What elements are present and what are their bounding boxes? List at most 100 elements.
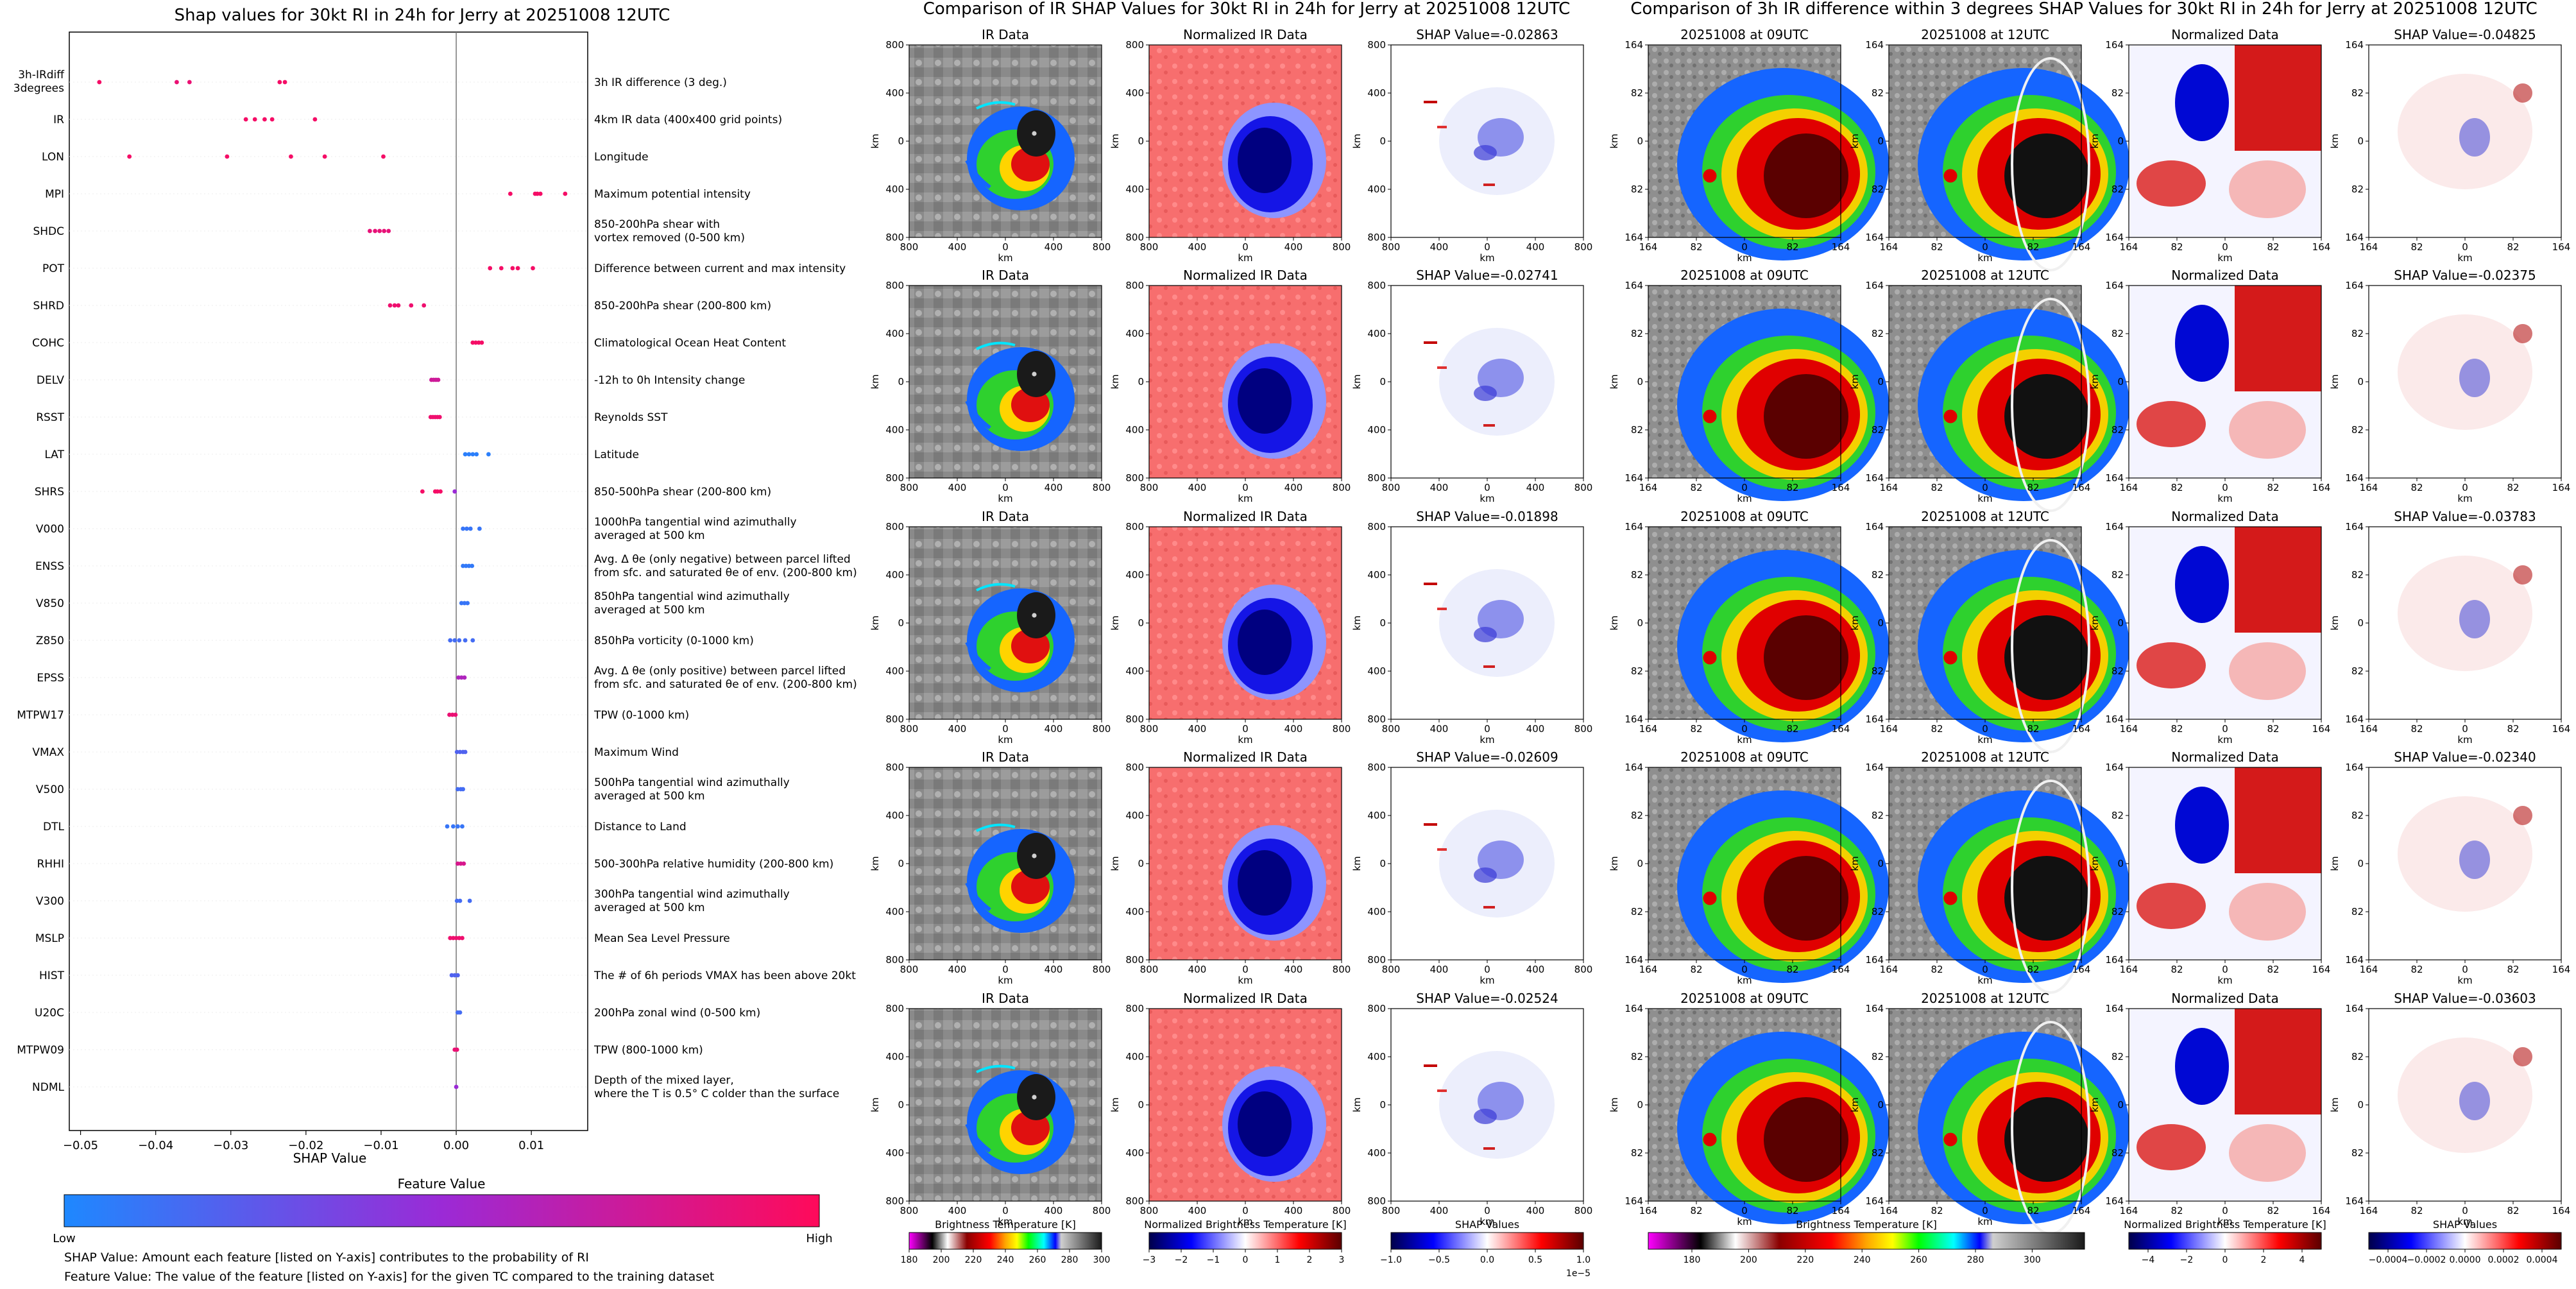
y-tick-label: 164 [1625,713,1643,725]
x-tick-label: 164 [2120,1205,2138,1216]
colorbar-tick-label: 2 [2261,1255,2267,1265]
feature-name-label: EPSS [37,672,64,685]
colorbar-label: SHAP Values [1455,1218,1519,1231]
colorbar-tick-label: 4 [2299,1255,2305,1265]
y-tick-label: 164 [2105,39,2124,51]
x-axis-label: km [2457,252,2472,264]
norm-cloud-core [1238,610,1292,675]
y-tick-label: 82 [2111,87,2124,99]
feature-description-line: from sfc. and saturated θe of env. (200-… [594,678,857,691]
colorbar-tick-label: 280 [1967,1255,1984,1265]
diffnorm-red-block [2235,286,2321,391]
y-tick-label: 164 [1625,521,1643,533]
y-tick-label: 164 [2105,280,2124,291]
diff-small-cell [1943,891,1958,905]
x-tick-label: 82 [2171,964,2183,975]
x-tick-label: 164 [1639,964,1658,975]
colorbar [2368,1232,2562,1250]
y-tick-label: 82 [2111,328,2124,339]
x-tick-label: 800 [1382,723,1401,735]
ir-comparison-panel: Comparison of IR SHAP Values for 30kt RI… [869,0,1592,1279]
y-tick-label: 800 [1367,521,1386,533]
x-tick-label: 164 [2120,241,2138,253]
x-tick-label: −0.05 [63,1139,98,1152]
x-tick-label: 164 [1832,241,1850,253]
x-tick-label: 82 [2410,482,2423,493]
shap-positive-streak [1424,583,1437,585]
shap-point [508,191,513,196]
shap-point [381,154,386,159]
x-axis-label: km [1238,975,1252,986]
x-tick-label: 82 [1786,241,1798,253]
feature-name-label: SHDC [33,225,64,238]
y-tick-label: 164 [1865,713,1884,725]
x-tick-label: 164 [2312,723,2331,735]
x-tick-label: 164 [2312,1205,2331,1216]
y-tick-label: 400 [1125,1147,1144,1159]
shap-plot-title: Shap values for 30kt RI in 24h for Jerry… [175,6,670,25]
x-axis-label: km [1480,734,1494,746]
shap-point [457,638,462,643]
y-tick-label: 400 [1367,906,1386,918]
shap-point [282,80,287,85]
x-tick-label: 800 [900,1205,919,1216]
shap-point [563,191,568,196]
feature-description: Maximum potential intensity [594,188,751,201]
shap-negative-spot [1474,145,1497,160]
x-tick-label: 82 [2027,241,2039,253]
shap-value-title: SHAP Value=-0.03783 [2394,509,2536,524]
x-tick-label: 400 [1526,1205,1545,1216]
y-tick-label: 400 [885,184,904,195]
x-tick-label: 400 [1284,723,1303,735]
y-tick-label: 400 [1367,665,1386,677]
diffnorm-pink-blob [2229,642,2306,700]
x-axis-label: km [2457,493,2472,504]
y-tick-label: 164 [1625,280,1643,291]
colorbar-high-label: High [806,1232,832,1245]
x-tick-label: 400 [1430,482,1449,493]
x-axis-label: km [1977,252,1992,264]
x-tick-label: 400 [1045,723,1063,735]
diffshap-positive [2513,324,2532,343]
panel-title: 20251008 at 12UTC [1921,268,2049,283]
colorbar-tick-label: −0.0002 [2407,1255,2446,1265]
colorbar-tick-label: 260 [1910,1255,1927,1265]
colorbar [1390,1232,1584,1250]
y-tick-label: 0 [1637,617,1643,629]
shap-point [388,303,393,308]
ir-outer-band [965,641,991,671]
y-tick-label: 82 [1872,665,1884,677]
shap-point [277,80,282,85]
x-axis-label: km [1737,975,1752,986]
x-tick-label: 400 [1188,723,1207,735]
panel-title: Normalized IR Data [1183,268,1308,283]
y-tick-label: 400 [1125,424,1144,436]
diffnorm-blue-blob [2175,64,2229,141]
colorbar-tick-label: 300 [1093,1255,1111,1265]
y-tick-label: 82 [2111,810,2124,821]
colorbar-tick-label: −3 [1143,1255,1156,1265]
feature-description: 3h IR difference (3 deg.) [594,76,727,89]
y-tick-label: 164 [2105,521,2124,533]
panel-title: 20251008 at 09UTC [1680,749,1809,765]
y-tick-label: 400 [885,1051,904,1063]
y-tick-label: 0 [898,376,904,388]
feature-description: Avg. Δ θe (only positive) between parcel… [594,665,857,691]
y-tick-label: 164 [1625,954,1643,966]
y-tick-label: 82 [1872,569,1884,581]
shap-point [477,526,482,531]
x-tick-label: 82 [2267,482,2279,493]
y-tick-label: 400 [1125,328,1144,339]
x-tick-label: 164 [2312,241,2331,253]
y-tick-label: 0 [1877,135,1884,147]
shap-point [470,340,475,345]
feature-description: 200hPa zonal wind (0-500 km) [594,1007,760,1020]
shap-point [462,675,467,680]
shap-point [452,973,457,978]
shap-point [466,452,472,457]
colorbar-tick-label: 180 [1684,1255,1701,1265]
feature-description-line: 850hPa tangential wind azimuthally [594,590,790,603]
y-tick-label: 800 [1125,954,1144,966]
y-axis-label: km [2329,856,2341,871]
shap-point [462,601,467,606]
